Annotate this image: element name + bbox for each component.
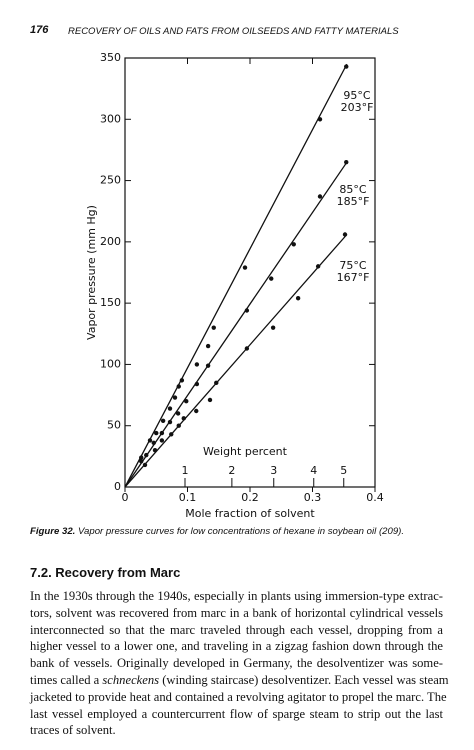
data-point [147,438,153,443]
x2-tick-label: 2 [228,464,235,477]
y-tick-label: 150 [100,296,121,309]
series-label-f: 185°F [337,195,370,208]
data-point [194,362,200,367]
x2-tick-label: 5 [340,464,347,477]
series-label-f: 203°F [341,101,374,114]
data-point [315,264,321,269]
y-tick-label: 300 [100,112,121,125]
data-point [211,325,216,330]
data-point [142,462,148,468]
data-point [167,406,173,411]
text-span: (winding staircase) desolventizer. Each … [159,672,449,687]
y-tick-label: 250 [100,174,121,187]
series-label: 95°C [343,89,370,102]
data-point [144,452,149,458]
data-point [194,408,199,414]
x-axis-label: Mole fraction of solvent [185,507,315,520]
y-axis-label: Vapor pressure (mm Hg) [85,205,98,340]
text-line: times called a schneckens (winding stair… [30,672,449,689]
series-label-f: 167°F [337,271,370,284]
x2-axis-label: Weight percent [203,445,288,458]
data-point [342,232,348,237]
data-point [291,242,296,247]
text-line: tors, solvent was recovered from marc in… [30,605,443,620]
y-tick-label: 200 [100,235,121,248]
page-number: 176 [30,24,49,36]
x-tick-label: 0 [122,491,129,504]
fit-curve [124,161,348,488]
data-point [269,276,274,281]
y-tick-label: 0 [114,480,121,493]
x2-tick-label: 4 [310,464,317,477]
text-line: jacketed to provide heat and contained a… [30,689,447,704]
italic-term: schneckens [102,672,160,687]
data-point [152,448,158,453]
data-point [175,411,181,416]
data-point [270,325,276,330]
text-span: times called a [30,672,103,687]
running-title: RECOVERY OF OILS AND FATS FROM OILSEEDS … [68,26,399,37]
x-tick-label: 0.3 [304,491,322,504]
caption-text: Vapor pressure curves for low concentrat… [78,526,405,537]
body-text: In the 1930s through the 1940s, especial… [30,588,449,739]
text-line: bank of vessels. Originally developed in… [30,656,443,671]
data-point [181,416,186,421]
x2-tick-label: 3 [270,464,277,477]
data-point [176,423,181,428]
data-point [172,395,178,400]
data-point [159,438,165,443]
data-point [160,418,166,424]
data-point [295,296,301,301]
data-point [169,432,174,437]
data-point [184,399,189,404]
text-line: interconnected so that the marc traveled… [30,622,443,637]
text-line: higher vessel to a lower one, and travel… [30,639,443,654]
x2-tick-label: 1 [182,464,189,477]
data-point [344,159,349,165]
data-point [167,419,173,425]
section-heading: 7.2. Recovery from Marc [30,565,181,580]
data-point [205,363,211,368]
x-tick-label: 0.1 [179,491,197,504]
data-point [244,346,250,351]
data-point [151,440,156,446]
data-point [244,308,250,313]
data-point [179,378,185,383]
data-point [205,343,211,349]
text-line: traces of solvent. [30,723,116,738]
series-label: 85°C [339,183,366,196]
data-point [139,459,144,464]
figure-caption: Figure 32. Vapor pressure curves for low… [30,526,404,537]
fit-curve [124,234,348,488]
data-point [139,455,144,460]
fit-curve [124,63,348,488]
data-point [154,430,159,436]
y-tick-label: 350 [100,51,121,64]
data-point [317,117,323,122]
y-tick-label: 50 [107,419,121,432]
text-line: In the 1930s through the 1940s, especial… [30,589,443,603]
data-point [317,194,323,199]
data-point [159,430,165,436]
chart: 0 50 100 150 200 250 300 350 0 0.1 0.2 0.3 0.4 1 2 3 4 5 W… [85,51,384,520]
y-tick-label: 100 [100,357,121,370]
caption-label: Figure 32. [30,526,76,537]
series-label: 75°C [339,259,366,272]
data-point [194,381,200,387]
text-line: last vessel employed a countercurrent fl… [30,706,443,721]
x-tick-label: 0.2 [241,491,259,504]
data-point [344,64,349,69]
x-tick-label: 0.4 [366,491,384,504]
data-point [207,397,213,403]
data-point [214,380,219,386]
data-point [242,265,248,270]
data-point [176,384,181,389]
